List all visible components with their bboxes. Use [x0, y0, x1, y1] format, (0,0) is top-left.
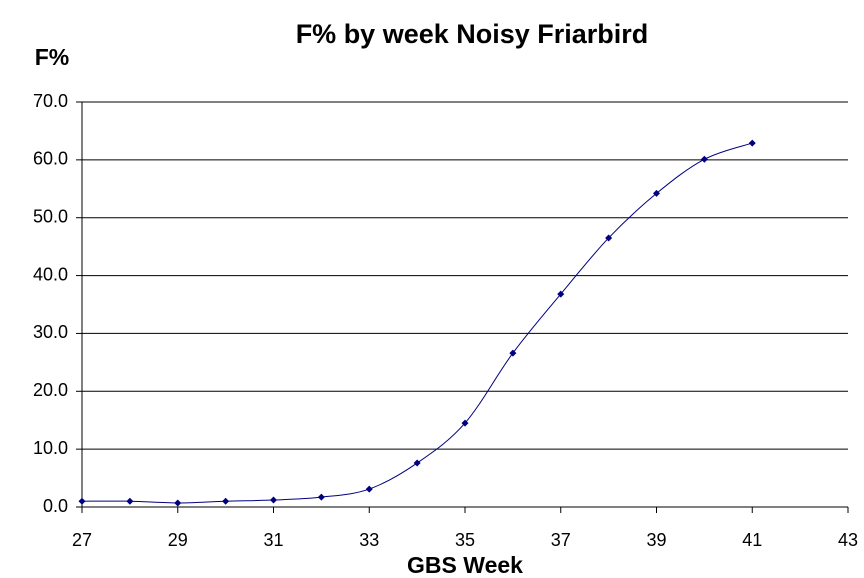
- data-point: [126, 497, 134, 505]
- x-tick-label: 43: [838, 530, 858, 550]
- y-tick-label: 30.0: [33, 322, 68, 342]
- chart-title: F% by week Noisy Friarbird: [296, 19, 649, 49]
- data-point: [317, 493, 325, 501]
- data-point: [270, 496, 277, 504]
- series-line: [81, 142, 753, 504]
- data-point: [222, 497, 230, 505]
- x-tick-label: 35: [455, 530, 475, 550]
- data-point: [748, 139, 756, 147]
- data-point: [557, 290, 565, 298]
- data-point: [78, 497, 86, 505]
- data-point: [605, 234, 613, 242]
- x-tick-label: 37: [551, 530, 571, 550]
- y-tick-label: 10.0: [33, 438, 68, 458]
- y-tick-label: 40.0: [33, 264, 68, 284]
- y-tick-label: 0.0: [43, 496, 68, 516]
- data-point: [700, 155, 708, 163]
- y-tick-label: 20.0: [33, 380, 68, 400]
- data-point: [174, 499, 182, 507]
- x-axis-title: GBS Week: [407, 552, 523, 578]
- data-point: [365, 485, 373, 493]
- x-tick-label: 31: [263, 530, 283, 550]
- y-tick-label: 60.0: [33, 149, 68, 169]
- x-tick-label: 41: [742, 530, 762, 550]
- data-point: [653, 189, 660, 197]
- x-tick-label: 39: [646, 530, 666, 550]
- data-point: [461, 419, 469, 427]
- data-point: [413, 459, 421, 467]
- y-tick-label: 50.0: [33, 206, 68, 226]
- y-axis-title: F%: [35, 44, 70, 70]
- x-tick-label: 27: [72, 530, 92, 550]
- x-tick-label: 29: [168, 530, 188, 550]
- data-point: [509, 349, 517, 357]
- x-tick-label: 33: [359, 530, 379, 550]
- y-tick-label: 70.0: [33, 91, 68, 111]
